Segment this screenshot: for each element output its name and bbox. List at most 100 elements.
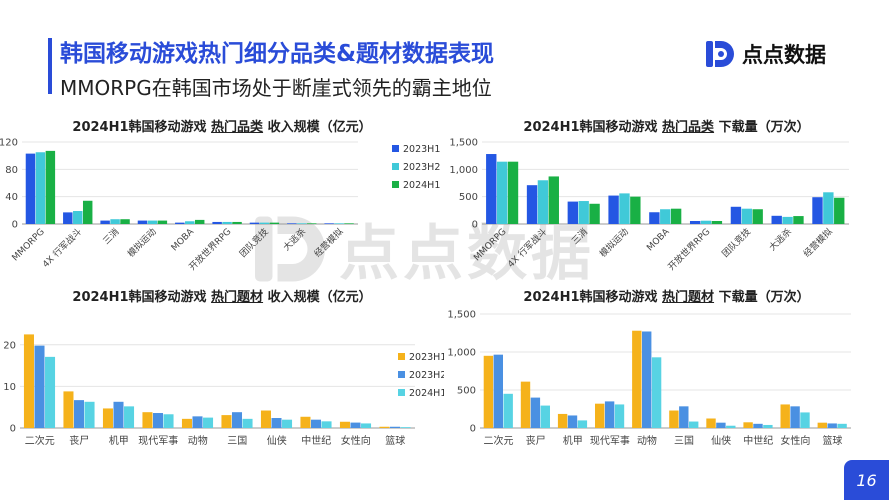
chart-title: 2024H1韩国移动游戏 热门题材 收入规模（亿元） bbox=[72, 290, 372, 305]
bar bbox=[194, 219, 205, 224]
legend-swatch bbox=[398, 389, 405, 396]
legend-swatch bbox=[392, 145, 399, 152]
bar bbox=[269, 222, 280, 224]
bar bbox=[185, 221, 195, 224]
bar bbox=[780, 404, 790, 428]
bar bbox=[100, 220, 110, 224]
legend-label: 2024H1 bbox=[403, 180, 440, 191]
bar bbox=[520, 381, 531, 428]
bar bbox=[670, 208, 682, 224]
x-tick-label: 团队竞技 bbox=[237, 226, 271, 260]
bar bbox=[730, 206, 742, 224]
page-title: 韩国移动游戏热门细分品类&题材数据表现 bbox=[60, 41, 495, 67]
bar bbox=[259, 222, 270, 224]
bar bbox=[306, 223, 317, 224]
bar bbox=[344, 223, 354, 224]
x-tick-label: 动物 bbox=[637, 434, 657, 447]
bar bbox=[752, 209, 763, 224]
bar bbox=[321, 421, 332, 428]
bar bbox=[297, 223, 307, 224]
x-tick-label: MOBA bbox=[645, 226, 672, 253]
bar bbox=[287, 223, 297, 224]
legend-swatch bbox=[398, 353, 405, 360]
bar bbox=[716, 422, 726, 428]
x-tick-label: 大逃杀 bbox=[281, 226, 309, 254]
bar bbox=[34, 345, 45, 428]
legend-label: 2023H1 bbox=[409, 352, 444, 363]
x-tick-label: 模拟运动 bbox=[125, 226, 159, 260]
bar bbox=[793, 216, 804, 224]
legend-label: 2024H1 bbox=[409, 388, 444, 399]
legend-swatch bbox=[392, 163, 399, 170]
chart-title: 2024H1韩国移动游戏 热门品类 下载量（万次） bbox=[523, 120, 810, 135]
bar bbox=[147, 220, 158, 224]
bar bbox=[608, 195, 619, 224]
bar bbox=[669, 410, 679, 428]
chart-svg: 0 500 1,000 1,500 二次元 丧尸 机甲 现代军事 动物 三国 仙侠 中世纪 女性向 篮球 bbox=[447, 310, 851, 447]
bar bbox=[642, 331, 652, 428]
bar bbox=[84, 401, 95, 428]
bar bbox=[679, 406, 689, 428]
bar bbox=[496, 161, 508, 224]
x-tick-label: 三国 bbox=[227, 435, 247, 447]
y-tick-label: 0 bbox=[472, 220, 478, 231]
chart-theme-downloads: 2024H1韩国移动游戏 热门题材 下载量（万次） 0 500 1,000 1,500… bbox=[444, 280, 889, 455]
y-tick-label: 500 bbox=[457, 386, 476, 397]
bar bbox=[142, 412, 153, 428]
bar bbox=[63, 212, 73, 224]
bar bbox=[800, 412, 810, 428]
x-tick-label: 开放世界RPG bbox=[665, 226, 712, 273]
bar bbox=[113, 401, 124, 428]
bar bbox=[271, 418, 282, 428]
bar bbox=[137, 220, 148, 224]
bar bbox=[282, 419, 293, 428]
bar bbox=[688, 421, 699, 428]
bar bbox=[120, 219, 130, 224]
x-tick-label: 女性向 bbox=[780, 434, 810, 447]
bar bbox=[706, 418, 716, 428]
bar bbox=[45, 356, 56, 428]
x-tick-label: MOBA bbox=[170, 226, 197, 253]
x-tick-label: 三消 bbox=[100, 226, 121, 247]
bar bbox=[577, 420, 588, 428]
bar bbox=[614, 404, 625, 428]
x-tick-label: 现代军事 bbox=[590, 434, 630, 447]
bar bbox=[157, 220, 168, 224]
legend-label: 2023H2 bbox=[403, 162, 440, 173]
bar bbox=[222, 221, 232, 224]
x-tick-label: 篮球 bbox=[822, 434, 842, 447]
bar bbox=[192, 416, 203, 428]
x-tick-label: 三消 bbox=[569, 226, 590, 247]
y-tick-label: 0 bbox=[12, 220, 18, 231]
bar bbox=[741, 208, 752, 224]
chart-title: 2024H1韩国移动游戏 热门题材 下载量（万次） bbox=[523, 290, 810, 305]
chart-title: 2024H1韩国移动游戏 热门品类 收入规模（亿元） bbox=[72, 120, 372, 135]
bar bbox=[324, 223, 334, 224]
bar bbox=[753, 423, 763, 428]
y-tick-label: 10 bbox=[3, 382, 16, 393]
bar bbox=[711, 220, 723, 224]
bar bbox=[557, 413, 568, 428]
bar bbox=[823, 192, 834, 224]
bar bbox=[630, 196, 641, 224]
bar bbox=[163, 414, 174, 428]
y-tick-label: 1,500 bbox=[447, 310, 476, 321]
x-tick-label: 仙侠 bbox=[267, 434, 287, 447]
bar bbox=[689, 220, 701, 224]
x-tick-label: 现代军事 bbox=[138, 434, 178, 447]
bar bbox=[503, 393, 513, 428]
bar bbox=[110, 219, 120, 224]
bar bbox=[260, 410, 271, 428]
bar bbox=[700, 220, 712, 224]
bar bbox=[530, 397, 541, 428]
bar bbox=[63, 391, 74, 428]
bar bbox=[507, 161, 519, 224]
bar bbox=[619, 193, 630, 224]
chart-genre-downloads: 2024H1韩国移动游戏 热门品类 下载量（万次） 0 500 1,000 1,500… bbox=[444, 108, 889, 288]
page-subtitle: MMORPG在韩国市场处于断崖式领先的霸主地位 bbox=[60, 76, 492, 100]
bar bbox=[82, 200, 93, 224]
bar bbox=[483, 355, 494, 428]
bar bbox=[73, 400, 85, 428]
bar bbox=[212, 221, 222, 224]
